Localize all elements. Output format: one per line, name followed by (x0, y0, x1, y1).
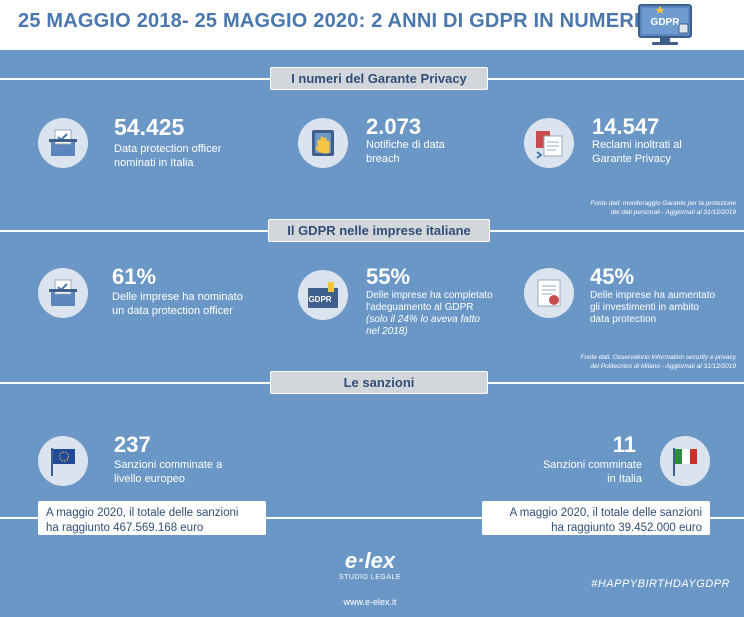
section-title-imprese: Il GDPR nelle imprese italiane (268, 219, 490, 242)
hashtag: #HAPPYBIRTHDAYGDPR (591, 578, 730, 590)
stat-line: gli investimenti in ambito (590, 302, 699, 313)
stat-breach-value: 2.073 (366, 114, 422, 139)
stat-dpo-pct-value: 61% (112, 264, 157, 289)
stat-dpo-desc: Data protection officer nominati in Ital… (114, 142, 284, 170)
stat-line: Reclami inoltrati al (592, 139, 682, 151)
gdpr-folder-icon: GDPR (298, 270, 348, 320)
source-line: Fonte dati: Osservatorio Information sec… (580, 354, 736, 361)
stat-eu-value: 237 (114, 432, 151, 457)
hand-stop-icon (298, 118, 348, 168)
gdpr-folder-label: GDPR (308, 295, 331, 304)
box-line: ha raggiunto 467.569.168 euro (46, 522, 204, 534)
ballot-icon (38, 118, 88, 168)
monitor-label: GDPR (651, 17, 681, 28)
stat-dpo-value: 54.425 (114, 114, 185, 140)
stat-note: nel 2018) (366, 326, 408, 337)
stat-adeguamento-value: 55% (366, 264, 411, 289)
section-title-garante: I numeri del Garante Privacy (270, 67, 488, 90)
stat-reclami-value: 14.547 (592, 114, 660, 139)
stat-line: Delle imprese ha completato (366, 290, 493, 301)
document-seal-icon (524, 268, 574, 318)
source-line: del Politecnico di Milano - Aggiornati a… (590, 363, 736, 370)
section-divider (0, 517, 744, 519)
eu-flag-icon (38, 436, 88, 486)
source-line: dei dati personali - Aggiornati al 31/12… (610, 209, 736, 216)
source-note-politecnico: Fonte dati: Osservatorio Information sec… (500, 353, 736, 371)
stat-line: Delle imprese ha nominato (112, 291, 243, 303)
folder-documents-icon (524, 118, 574, 168)
stat-line: data protection (590, 314, 657, 325)
stat-reclami-desc: Reclami inoltrati al Garante Privacy (592, 138, 732, 166)
stat-it-desc: Sanzioni comminate in Italia (486, 458, 642, 486)
stat-adeguamento-desc: Delle imprese ha completato l'adeguament… (366, 290, 526, 338)
section-title-sanzioni: Le sanzioni (270, 371, 488, 394)
stat-note: (solo il 24% lo aveva fatto (366, 314, 480, 325)
brand-logo: e·lex STUDIO LEGALE (320, 548, 420, 581)
stat-investimenti-desc: Delle imprese ha aumentato gli investime… (590, 290, 740, 326)
gdpr-monitor-icon: GDPR (638, 4, 692, 45)
stat-line: Sanzioni comminate (542, 459, 642, 471)
stat-eu-desc: Sanzioni comminate a livello europeo (114, 458, 274, 486)
stat-dpo-pct-desc: Delle imprese ha nominato un data protec… (112, 290, 282, 318)
stat-investimenti-value: 45% (590, 264, 635, 289)
stat-line: breach (366, 153, 400, 165)
page-title: 25 MAGGIO 2018- 25 MAGGIO 2020: 2 ANNI D… (18, 10, 640, 32)
stat-line: Garante Privacy (592, 153, 671, 165)
stat-it-value: 11 (612, 432, 636, 457)
stat-line: Delle imprese ha aumentato (590, 290, 716, 301)
stat-line: in Italia (607, 473, 642, 485)
source-line: Fonte dati: monitoraggio Garante per la … (590, 200, 736, 207)
box-line: ha raggiunto 39.452.000 euro (551, 522, 702, 534)
header-bar (0, 0, 744, 50)
website-link[interactable]: www.e-elex.it (343, 597, 397, 607)
box-line: A maggio 2020, il totale delle sanzioni (46, 507, 239, 519)
stat-line: livello europeo (114, 473, 185, 485)
italy-flag-icon (660, 436, 710, 486)
stat-line: Sanzioni comminate a (114, 459, 223, 471)
brand-subtitle: STUDIO LEGALE (338, 574, 402, 581)
stat-line: nominati in Italia (114, 157, 194, 169)
stat-breach-desc: Notifiche di data breach (366, 138, 506, 166)
stat-line: Data protection officer (114, 143, 222, 155)
brand-name: e·lex (344, 548, 396, 573)
eu-total-box: A maggio 2020, il totale delle sanzioni … (38, 501, 266, 535)
source-note-garante: Fonte dati: monitoraggio Garante per la … (500, 199, 736, 217)
ballot-icon (38, 268, 88, 318)
stat-line: l'adeguamento al GDPR (366, 302, 474, 313)
it-total-box: A maggio 2020, il totale delle sanzioni … (482, 501, 710, 535)
box-line: A maggio 2020, il totale delle sanzioni (509, 507, 702, 519)
stat-line: Notifiche di data (366, 139, 445, 151)
stat-line: un data protection officer (112, 305, 233, 317)
